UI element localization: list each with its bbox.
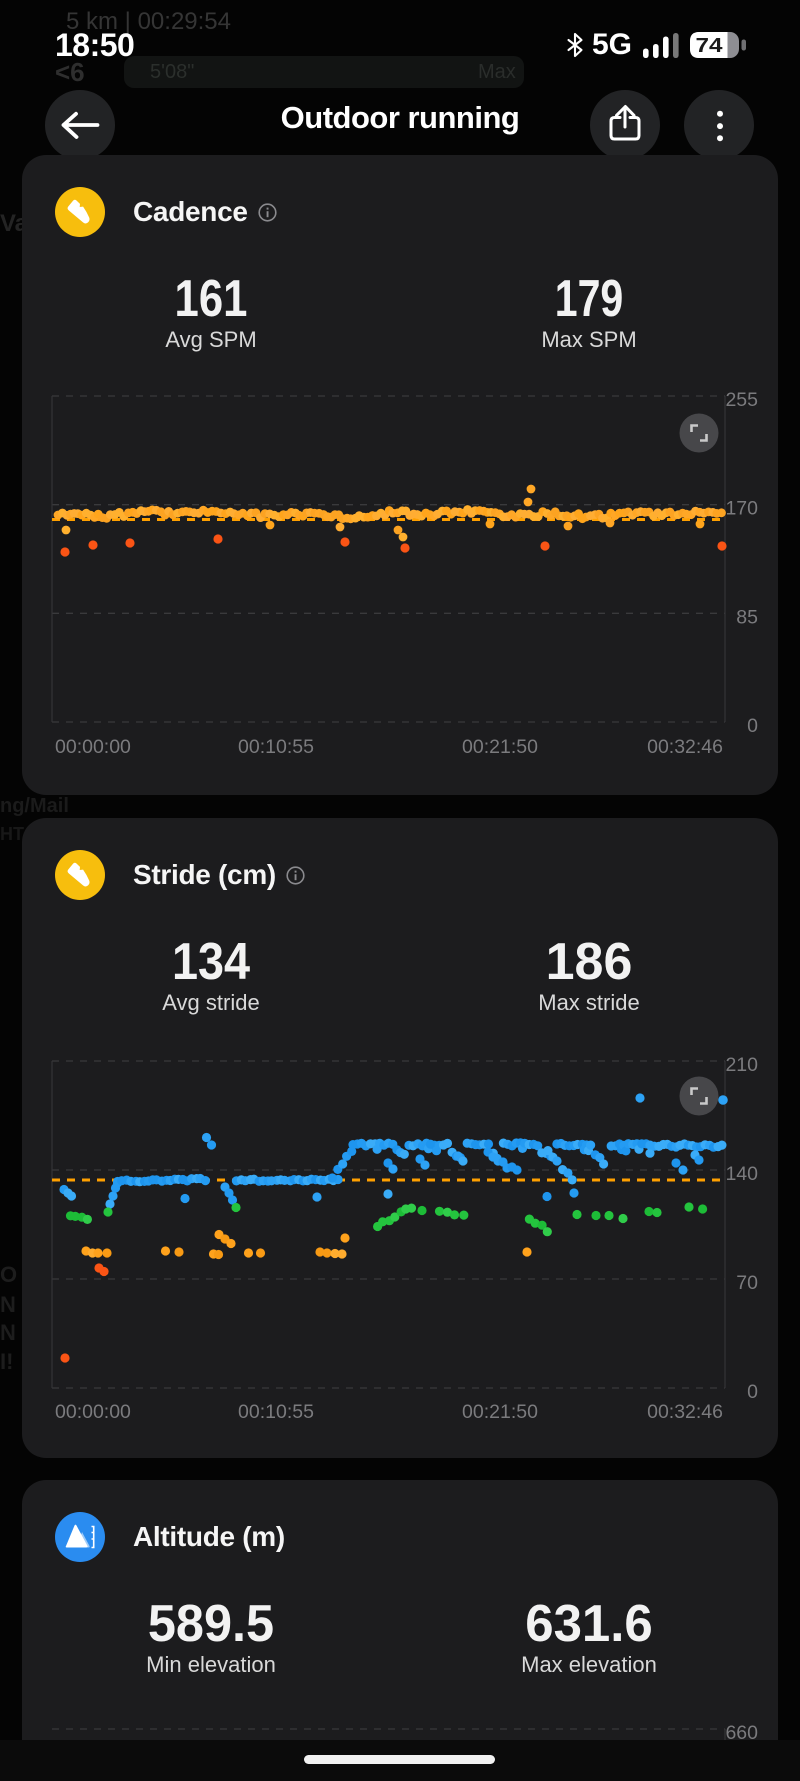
svg-text:00:10:55: 00:10:55 (238, 1401, 314, 1423)
svg-text:660: 660 (725, 1722, 758, 1744)
svg-text:210: 210 (725, 1054, 758, 1076)
svg-text:255: 255 (725, 389, 758, 411)
svg-text:00:21:50: 00:21:50 (462, 1401, 538, 1423)
svg-text:140: 140 (725, 1163, 758, 1185)
svg-text:00:21:50: 00:21:50 (462, 736, 538, 758)
svg-text:0: 0 (747, 715, 758, 737)
svg-text:0: 0 (747, 1381, 758, 1403)
svg-text:00:32:46: 00:32:46 (647, 1401, 723, 1423)
svg-text:70: 70 (736, 1272, 758, 1294)
svg-text:00:10:55: 00:10:55 (238, 736, 314, 758)
svg-text:00:00:00: 00:00:00 (55, 736, 131, 758)
svg-text:00:32:46: 00:32:46 (647, 736, 723, 758)
svg-text:00:00:00: 00:00:00 (55, 1401, 131, 1423)
svg-text:170: 170 (725, 498, 758, 520)
svg-text:74: 74 (696, 35, 724, 57)
svg-text:85: 85 (736, 606, 758, 628)
